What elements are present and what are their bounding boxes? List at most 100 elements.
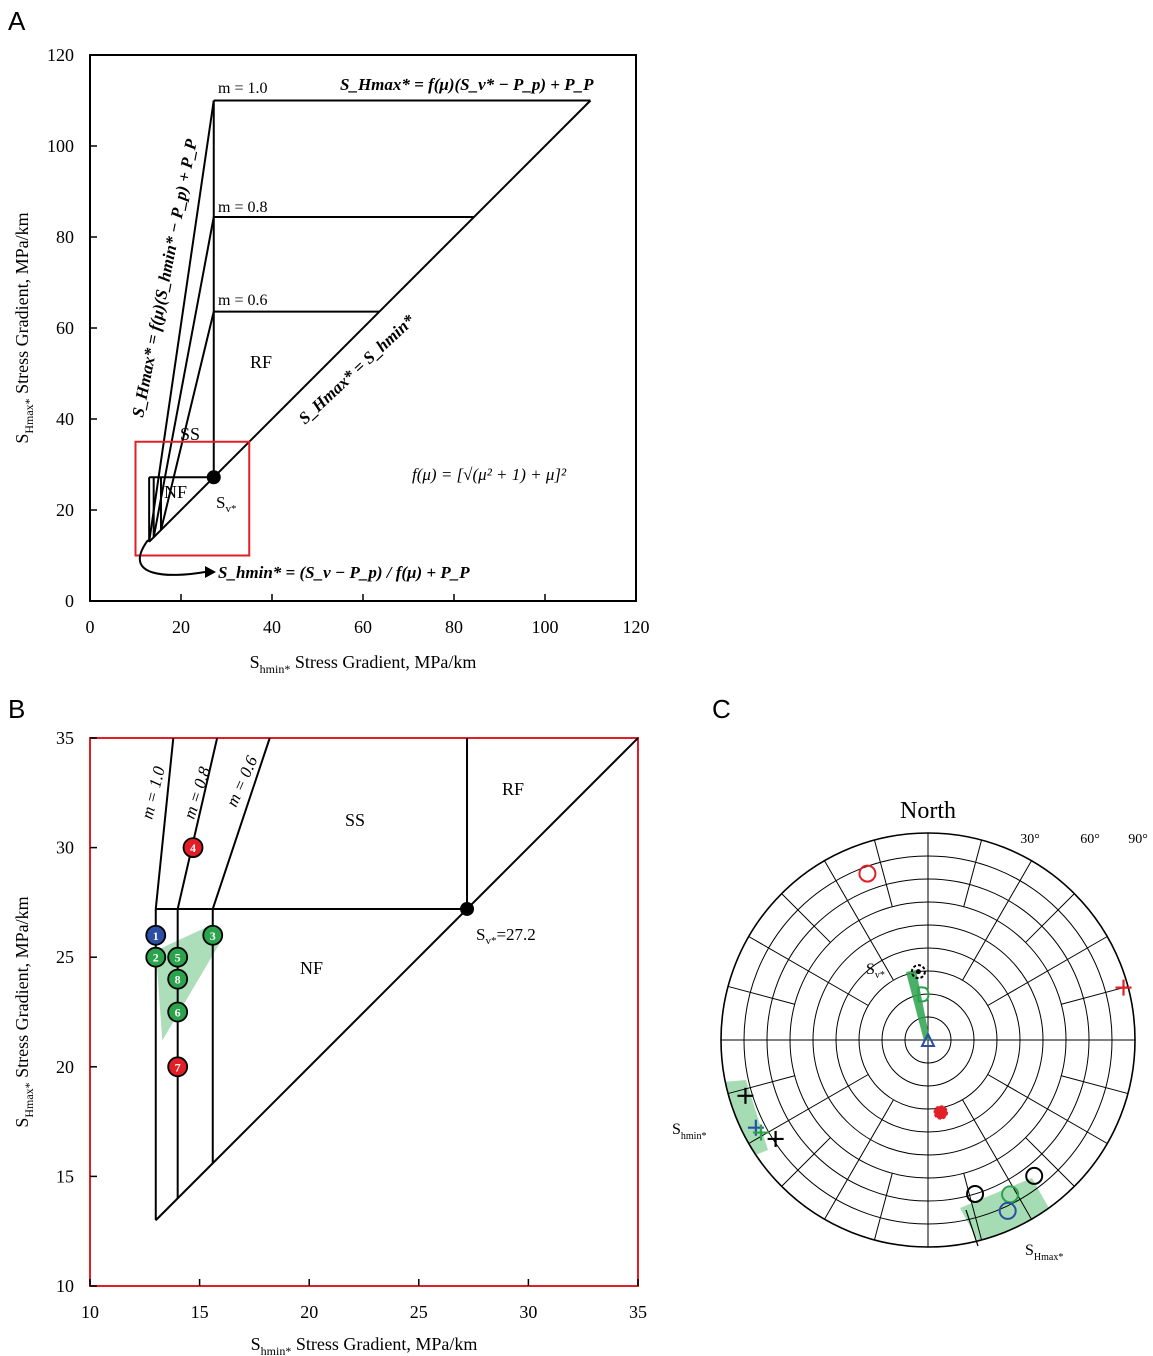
panel-label-c: C (712, 694, 731, 724)
ring-label-60: 60° (1080, 832, 1100, 847)
symbol-circle (998, 1201, 1017, 1220)
friction-label-m08: m = 0.8 (218, 199, 267, 216)
x-tick-label: 100 (532, 617, 559, 637)
region-label-rf: RF (250, 352, 272, 372)
region-label-b-nf: NF (300, 958, 323, 978)
region-label-b-ss: SS (345, 810, 365, 830)
spoke (1025, 893, 1075, 943)
point-label: 3 (210, 929, 216, 943)
friction-line-0 (148, 100, 215, 542)
panel-c: C North 30° 60° 90° Sv* Shmin* SHmax* (672, 694, 1148, 1263)
x-tick-label: 35 (629, 1302, 647, 1322)
point-marker (167, 968, 189, 990)
panel-a: A 0 20 40 60 80 100 120 0 20 40 60 80 100 120 Sv* m =… (8, 6, 650, 676)
point-marker (202, 924, 224, 946)
spoke (748, 936, 869, 1006)
spoke (963, 1173, 983, 1241)
symbol-circle (1025, 1166, 1044, 1185)
stress-polygon-lines (148, 99, 592, 543)
symbol-circle (966, 1184, 985, 1203)
point-marker (145, 946, 167, 968)
x-tick-label: 10 (81, 1302, 99, 1322)
symbol-plus (1115, 979, 1132, 996)
data-point-6: 6 (167, 1001, 189, 1023)
symbol-star (933, 1105, 949, 1120)
sv-point (206, 470, 221, 485)
symbol-letter-D (917, 986, 930, 1003)
symbol-letter-d (917, 986, 930, 1003)
plot-frame-b (89, 737, 639, 1287)
symbol-center-dot (915, 969, 921, 975)
shmax-band-edge (965, 1209, 979, 1247)
pointer-arrowhead (205, 566, 216, 578)
point-marker (182, 837, 204, 858)
equation-top: S_Hmax* = f(μ)(S_v* − P_p) + P_P (340, 75, 594, 94)
data-point-3: 3 (202, 924, 224, 946)
equation-bottom: S_hmin* = (S_v − P_p) / f(μ) + P_P (218, 563, 470, 582)
sv-label-b: Sv*=27.2 (476, 925, 536, 947)
zoom-box (134, 440, 251, 557)
ring-label-30: 30° (1020, 832, 1040, 847)
y-tick-label: 15 (56, 1166, 74, 1186)
point-label: 4 (190, 841, 196, 855)
friction-label-b-m08: m = 0.8 (180, 764, 215, 821)
symbol-dashed-circle (910, 964, 926, 980)
point-label: 2 (153, 951, 159, 965)
stereonet-symbols (737, 864, 1132, 1220)
symbol-circle-dot (910, 964, 926, 980)
y-tick-label: 60 (56, 318, 74, 338)
stereonet-grid (720, 832, 1136, 1248)
symbol-circle (858, 864, 877, 883)
symbol-circle (1025, 1166, 1044, 1185)
center-triangle (920, 1031, 936, 1047)
y-tick-label: 40 (56, 409, 74, 429)
panel-label-a: A (8, 6, 26, 36)
spoke (987, 936, 1108, 1006)
x-tick-label: 40 (263, 617, 281, 637)
y-tick-label: 10 (56, 1276, 74, 1296)
x-axis-label-b: Shmin* Stress Gradient, MPa/km (251, 1334, 478, 1356)
spoke (781, 893, 831, 943)
ring-label-90: 90° (1128, 832, 1148, 847)
shmax-label: SHmax* (1025, 1242, 1063, 1263)
x-tick-label: 0 (86, 617, 95, 637)
data-point-1: 1 (145, 924, 167, 946)
x-tick-label: 80 (445, 617, 463, 637)
friction-label-m06: m = 0.6 (218, 292, 267, 309)
point-label: 7 (175, 1060, 181, 1074)
point-marker (167, 1001, 189, 1023)
spoke (781, 1137, 831, 1187)
y-tick-label: 120 (47, 45, 74, 65)
symbol-circle-x (933, 1105, 949, 1120)
stereonet-title: North (900, 798, 956, 824)
spoke (727, 1075, 795, 1095)
sv-point-b (460, 901, 475, 916)
spoke (824, 1099, 894, 1220)
data-points-b: 1 2 3 4 5 6 7 8 (145, 837, 224, 1078)
spoke (962, 1099, 1032, 1220)
x-tick-label: 15 (191, 1302, 209, 1322)
equation-diagonal: S_Hmax* = S_hmin* (295, 310, 419, 427)
friction-line-b-0 (154, 737, 175, 910)
symbol-circle (966, 1184, 985, 1203)
x-tick-label: 20 (300, 1302, 318, 1322)
y-tick-label: 35 (56, 728, 74, 748)
region-label-ss: SS (180, 424, 200, 444)
y-tick-label: 25 (56, 947, 74, 967)
friction-line-1 (152, 216, 215, 538)
equation-fmu: f(μ) = [√(μ² + 1) + μ]² (412, 465, 567, 484)
spoke (873, 839, 893, 907)
data-point-2: 2 (145, 946, 167, 968)
panel-label-b: B (8, 694, 25, 724)
symbol-plus (753, 1124, 770, 1141)
point-marker (145, 924, 167, 946)
point-marker (167, 1056, 189, 1078)
friction-line-2 (160, 311, 215, 531)
x-tick-label: 120 (623, 617, 650, 637)
friction-line-b-1 (176, 737, 219, 910)
y-tick-label: 0 (65, 591, 74, 611)
y-tick-label: 100 (47, 136, 74, 156)
region-label-b-rf: RF (502, 779, 524, 799)
spoke (873, 1173, 893, 1241)
